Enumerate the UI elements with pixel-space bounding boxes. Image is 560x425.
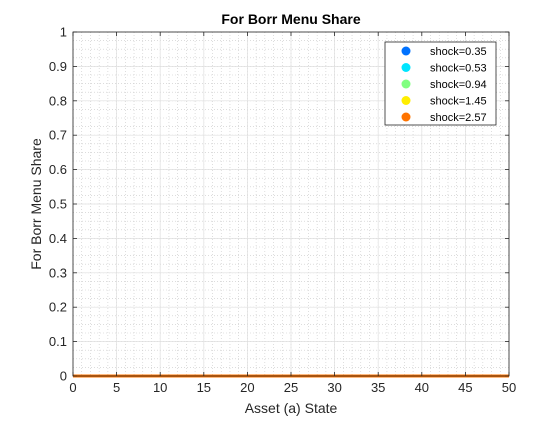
y-tick-label: 0.2 (49, 300, 67, 315)
y-tick-label: 0.1 (49, 334, 67, 349)
legend-label-3: shock=0.94 (430, 79, 487, 91)
chart-title: For Borr Menu Share (221, 11, 360, 27)
x-tick-label: 0 (69, 380, 76, 395)
y-axis-label: For Borr Menu Share (28, 138, 44, 270)
x-tick-label: 45 (458, 380, 472, 395)
tick-marks (72, 31, 510, 377)
legend: shock=0.35 shock=0.53 shock=0.94 shock=1.45… (384, 41, 497, 126)
y-tick-label: 0.6 (49, 162, 67, 177)
x-tick-label: 15 (197, 380, 211, 395)
x-tick-label: 20 (240, 380, 254, 395)
legend-marker-2 (401, 63, 411, 72)
legend-label-2: shock=0.53 (430, 63, 487, 75)
legend-label-5: shock=2.57 (430, 112, 487, 124)
legend-marker-5 (401, 112, 411, 122)
y-tick-label: 1 (60, 25, 67, 40)
y-tick-label: 0 (60, 369, 67, 384)
x-tick-label: 50 (502, 380, 516, 395)
legend-marker-4 (401, 96, 411, 105)
y-tick-label: 0.8 (49, 93, 67, 108)
legend-label-4: shock=1.45 (430, 96, 487, 108)
legend-marker-1 (401, 46, 411, 56)
y-tick-label: 0.5 (49, 197, 67, 212)
y-tick-label: 0.9 (49, 59, 67, 74)
x-tick-label: 10 (153, 380, 167, 395)
x-tick-labels: 0 5 10 15 20 25 30 35 40 45 50 (69, 380, 516, 395)
x-tick-label: 25 (284, 380, 298, 395)
y-tick-label: 0.3 (49, 265, 67, 280)
y-tick-label: 0.4 (49, 231, 67, 246)
x-tick-label: 40 (415, 380, 429, 395)
x-tick-label: 30 (327, 380, 341, 395)
x-tick-label: 5 (113, 380, 120, 395)
x-axis-label: Asset (a) State (245, 400, 338, 416)
x-tick-label: 35 (371, 380, 385, 395)
legend-label-1: shock=0.35 (430, 46, 487, 58)
legend-marker-3 (401, 79, 411, 89)
y-tick-label: 0.7 (49, 128, 67, 143)
y-tick-labels: 0 0.1 0.2 0.3 0.4 0.5 0.6 0.7 0.8 0.9 1 (49, 25, 67, 384)
